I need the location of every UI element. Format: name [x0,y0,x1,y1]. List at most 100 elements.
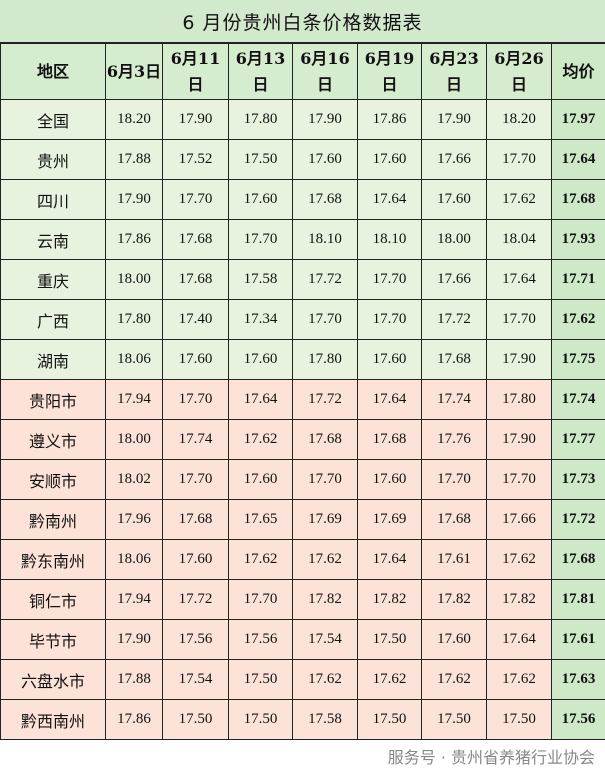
average-cell: 17.71 [551,259,605,300]
price-table: 地区 6月3日 6月11日 6月13日 6月16日 6月19日 6月23日 6月26日 均价 全… [0,43,605,740]
price-cell: 17.86 [105,699,163,740]
region-cell: 黔西南州 [0,699,106,740]
table-row: 广西 17.80 17.40 17.34 17.70 17.70 17.72 17.70 17.… [0,299,605,340]
region-cell: 毕节市 [0,619,106,660]
region-cell: 黔东南州 [0,539,106,580]
average-cell: 17.74 [551,379,605,420]
price-cell: 17.86 [357,99,422,140]
price-cell: 17.50 [357,699,422,740]
region-cell: 贵州 [0,139,106,180]
price-cell: 18.00 [105,419,163,460]
price-cell: 17.56 [162,619,229,660]
price-cell: 18.20 [105,99,163,140]
price-cell: 17.80 [292,339,358,380]
table-row: 铜仁市 17.94 17.72 17.70 17.82 17.82 17.82 17.82 17… [0,579,605,620]
region-cell: 安顺市 [0,459,106,500]
price-cell: 17.40 [162,299,229,340]
price-cell: 17.94 [105,579,163,620]
region-cell: 贵阳市 [0,379,106,420]
table-row: 贵州 17.88 17.52 17.50 17.60 17.60 17.66 17.70 17.… [0,139,605,180]
header-average: 均价 [551,43,605,100]
price-cell: 17.64 [486,259,552,300]
table-row: 重庆 18.00 17.68 17.58 17.72 17.70 17.66 17.64 17.… [0,259,605,300]
table-row: 六盘水市 17.88 17.54 17.50 17.62 17.62 17.62 17.62 1… [0,659,605,700]
price-cell: 17.80 [105,299,163,340]
price-cell: 17.68 [292,419,358,460]
price-cell: 18.06 [105,539,163,580]
price-cell: 17.94 [105,379,163,420]
price-cell: 17.80 [486,379,552,420]
price-cell: 17.82 [421,579,487,620]
table-row: 贵阳市 17.94 17.70 17.64 17.72 17.64 17.74 17.80 17… [0,379,605,420]
average-cell: 17.68 [551,539,605,580]
price-cell: 17.50 [486,699,552,740]
price-cell: 17.54 [292,619,358,660]
price-cell: 17.64 [357,539,422,580]
price-cell: 17.68 [421,499,487,540]
price-cell: 17.50 [228,699,293,740]
price-cell: 17.90 [105,179,163,220]
price-cell: 17.64 [357,179,422,220]
price-cell: 17.60 [357,339,422,380]
region-cell: 云南 [0,219,106,260]
price-cell: 17.60 [357,139,422,180]
price-cell: 17.70 [292,459,358,500]
average-cell: 17.64 [551,139,605,180]
price-cell: 17.68 [357,419,422,460]
price-cell: 17.58 [228,259,293,300]
price-cell: 18.20 [486,99,552,140]
price-cell: 17.50 [228,659,293,700]
table-row: 黔南州 17.96 17.68 17.65 17.69 17.69 17.68 17.66 17… [0,499,605,540]
price-cell: 17.74 [162,419,229,460]
price-cell: 17.62 [486,179,552,220]
price-cell: 17.70 [162,179,229,220]
price-cell: 17.74 [421,379,487,420]
table-row: 云南 17.86 17.68 17.70 18.10 18.10 18.00 18.04 17.… [0,219,605,260]
region-cell: 遵义市 [0,419,106,460]
table-row: 全国 18.20 17.90 17.80 17.90 17.86 17.90 18.20 17.… [0,99,605,140]
price-cell: 17.82 [292,579,358,620]
average-cell: 17.61 [551,619,605,660]
price-cell: 17.76 [421,419,487,460]
region-cell: 湖南 [0,339,106,380]
price-cell: 17.86 [105,219,163,260]
price-cell: 17.68 [162,259,229,300]
price-cell: 17.60 [162,339,229,380]
price-cell: 17.62 [228,419,293,460]
watermark: 服务号 · 贵州省养猪行业协会 [387,748,595,767]
price-cell: 18.06 [105,339,163,380]
table-row: 黔东南州 18.06 17.60 17.62 17.62 17.64 17.61 17.62 1… [0,539,605,580]
table-title: 6 月份贵州白条价格数据表 [0,0,605,43]
price-cell: 17.70 [162,459,229,500]
header-date: 6月23日 [421,43,487,100]
table-row: 湖南 18.06 17.60 17.60 17.80 17.60 17.68 17.90 17.… [0,339,605,380]
price-cell: 17.60 [162,539,229,580]
average-cell: 17.68 [551,179,605,220]
price-cell: 17.66 [421,139,487,180]
header-date: 6月16日 [292,43,358,100]
header-date: 6月3日 [105,43,163,100]
average-cell: 17.77 [551,419,605,460]
region-cell: 广西 [0,299,106,340]
price-cell: 17.72 [292,259,358,300]
price-cell: 17.60 [292,139,358,180]
header-region: 地区 [0,43,106,100]
price-cell: 17.60 [357,459,422,500]
price-cell: 17.70 [228,579,293,620]
price-cell: 17.69 [292,499,358,540]
price-cell: 17.70 [486,139,552,180]
header-row: 地区 6月3日 6月11日 6月13日 6月16日 6月19日 6月23日 6月26日 均价 [0,43,605,100]
price-cell: 17.50 [162,699,229,740]
region-cell: 四川 [0,179,106,220]
price-cell: 18.10 [357,219,422,260]
price-cell: 17.90 [105,619,163,660]
price-cell: 17.64 [228,379,293,420]
price-cell: 17.66 [486,499,552,540]
price-cell: 17.70 [421,459,487,500]
price-cell: 17.68 [421,339,487,380]
price-cell: 17.70 [486,459,552,500]
region-cell: 铜仁市 [0,579,106,620]
region-cell: 全国 [0,99,106,140]
price-cell: 18.00 [105,259,163,300]
